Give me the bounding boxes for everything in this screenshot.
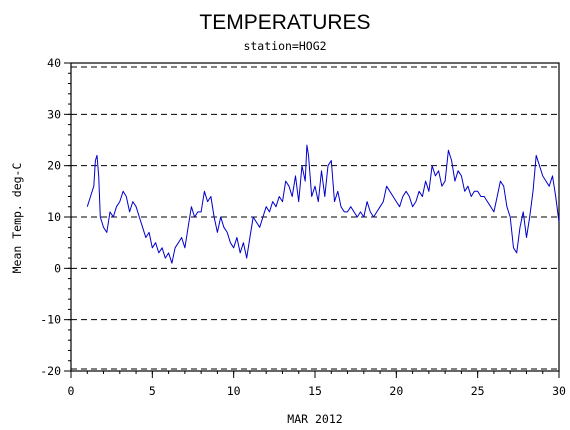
y-tick-label: 30 — [47, 107, 61, 121]
x-tick-label: 15 — [308, 384, 322, 398]
x-axis-label: MAR 2012 — [287, 412, 342, 426]
chart-title: TEMPERATURES — [199, 11, 370, 34]
x-tick-label: 25 — [471, 384, 485, 398]
x-tick-label: 5 — [149, 384, 156, 398]
y-axis-label: Mean Temp. deg-C — [10, 163, 24, 274]
chart-subtitle: station=HOG2 — [243, 39, 326, 53]
y-tick-label: -20 — [40, 364, 61, 378]
y-tick-label: 10 — [47, 210, 61, 224]
x-axis-ticks: 0 5 10 15 20 25 30 — [68, 371, 566, 398]
series-line — [86, 144, 560, 264]
x-tick-label: 30 — [552, 384, 566, 398]
grid-lines — [71, 66, 559, 370]
y-axis-ticks: -20 -10 0 10 20 30 40 — [40, 56, 71, 378]
y-tick-label: 40 — [47, 56, 61, 70]
y-tick-label: -10 — [40, 313, 61, 327]
x-tick-label: 10 — [227, 384, 241, 398]
x-tick-label: 20 — [389, 384, 403, 398]
x-tick-label: 0 — [68, 384, 75, 398]
y-tick-label: 0 — [54, 261, 61, 275]
y-tick-label: 20 — [47, 159, 61, 173]
